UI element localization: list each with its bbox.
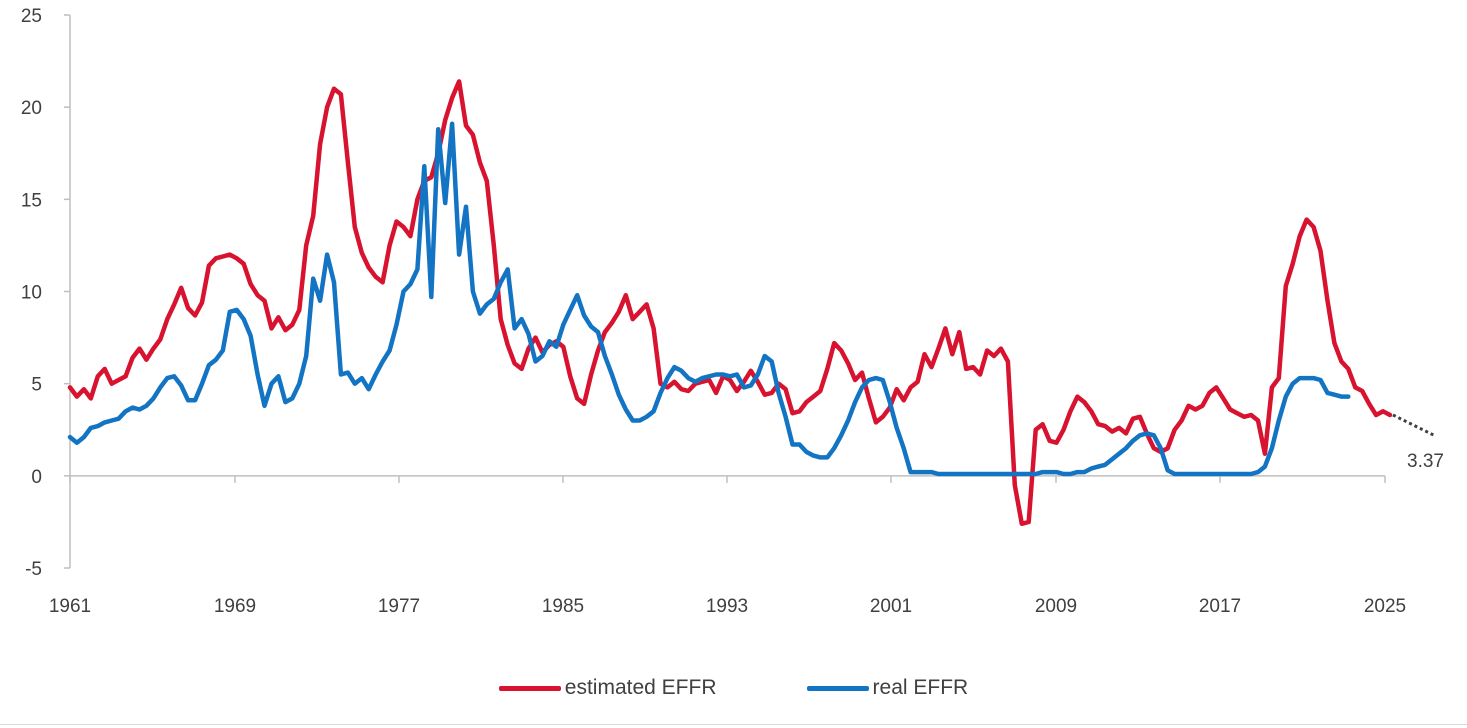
annotation-layer: 3.37 <box>1392 413 1444 472</box>
y-tick-label: 15 <box>21 190 42 211</box>
x-tick-label: 1961 <box>49 596 91 617</box>
series-layer <box>67 79 1393 527</box>
annotation-leader <box>1392 413 1435 437</box>
y-tick-label: 5 <box>31 375 42 396</box>
legend-label-estimated-effr: estimated EFFR <box>564 676 717 699</box>
x-tick-label: 1969 <box>214 596 256 617</box>
x-tick-label: 2017 <box>1199 596 1241 617</box>
legend-swatch-estimated-effr <box>498 685 561 691</box>
y-tick-label: -5 <box>25 559 42 580</box>
x-tick-label: 2001 <box>870 596 912 617</box>
x-axis: 1961 1969 1977 1985 1993 2001 2009 2017 2025 <box>49 475 1406 617</box>
y-axis: -5 0 5 10 15 20 25 <box>21 6 71 580</box>
bottom-rule <box>0 724 1467 725</box>
annotation-label: 3.37 <box>1407 451 1444 472</box>
y-tick-label: 20 <box>21 98 42 119</box>
y-tick-label: 10 <box>21 283 42 304</box>
x-tick-label: 1985 <box>542 596 584 617</box>
legend: estimated EFFR real EFFR <box>0 676 1467 700</box>
legend-item-real-effr: real EFFR <box>806 676 969 700</box>
y-tick-label: 0 <box>31 467 42 488</box>
x-tick-label: 2009 <box>1035 596 1077 617</box>
y-tick-label: 25 <box>21 6 42 27</box>
series-line-estimated-effr <box>67 79 1393 527</box>
x-tick-label: 2025 <box>1364 596 1406 617</box>
x-tick-label: 1993 <box>706 596 748 617</box>
x-tick-label: 1977 <box>378 596 420 617</box>
series-line-real-effr <box>67 121 1351 477</box>
legend-swatch-real-effr <box>806 685 869 691</box>
legend-item-estimated-effr: estimated EFFR <box>498 676 717 700</box>
legend-label-real-effr: real EFFR <box>872 676 969 699</box>
